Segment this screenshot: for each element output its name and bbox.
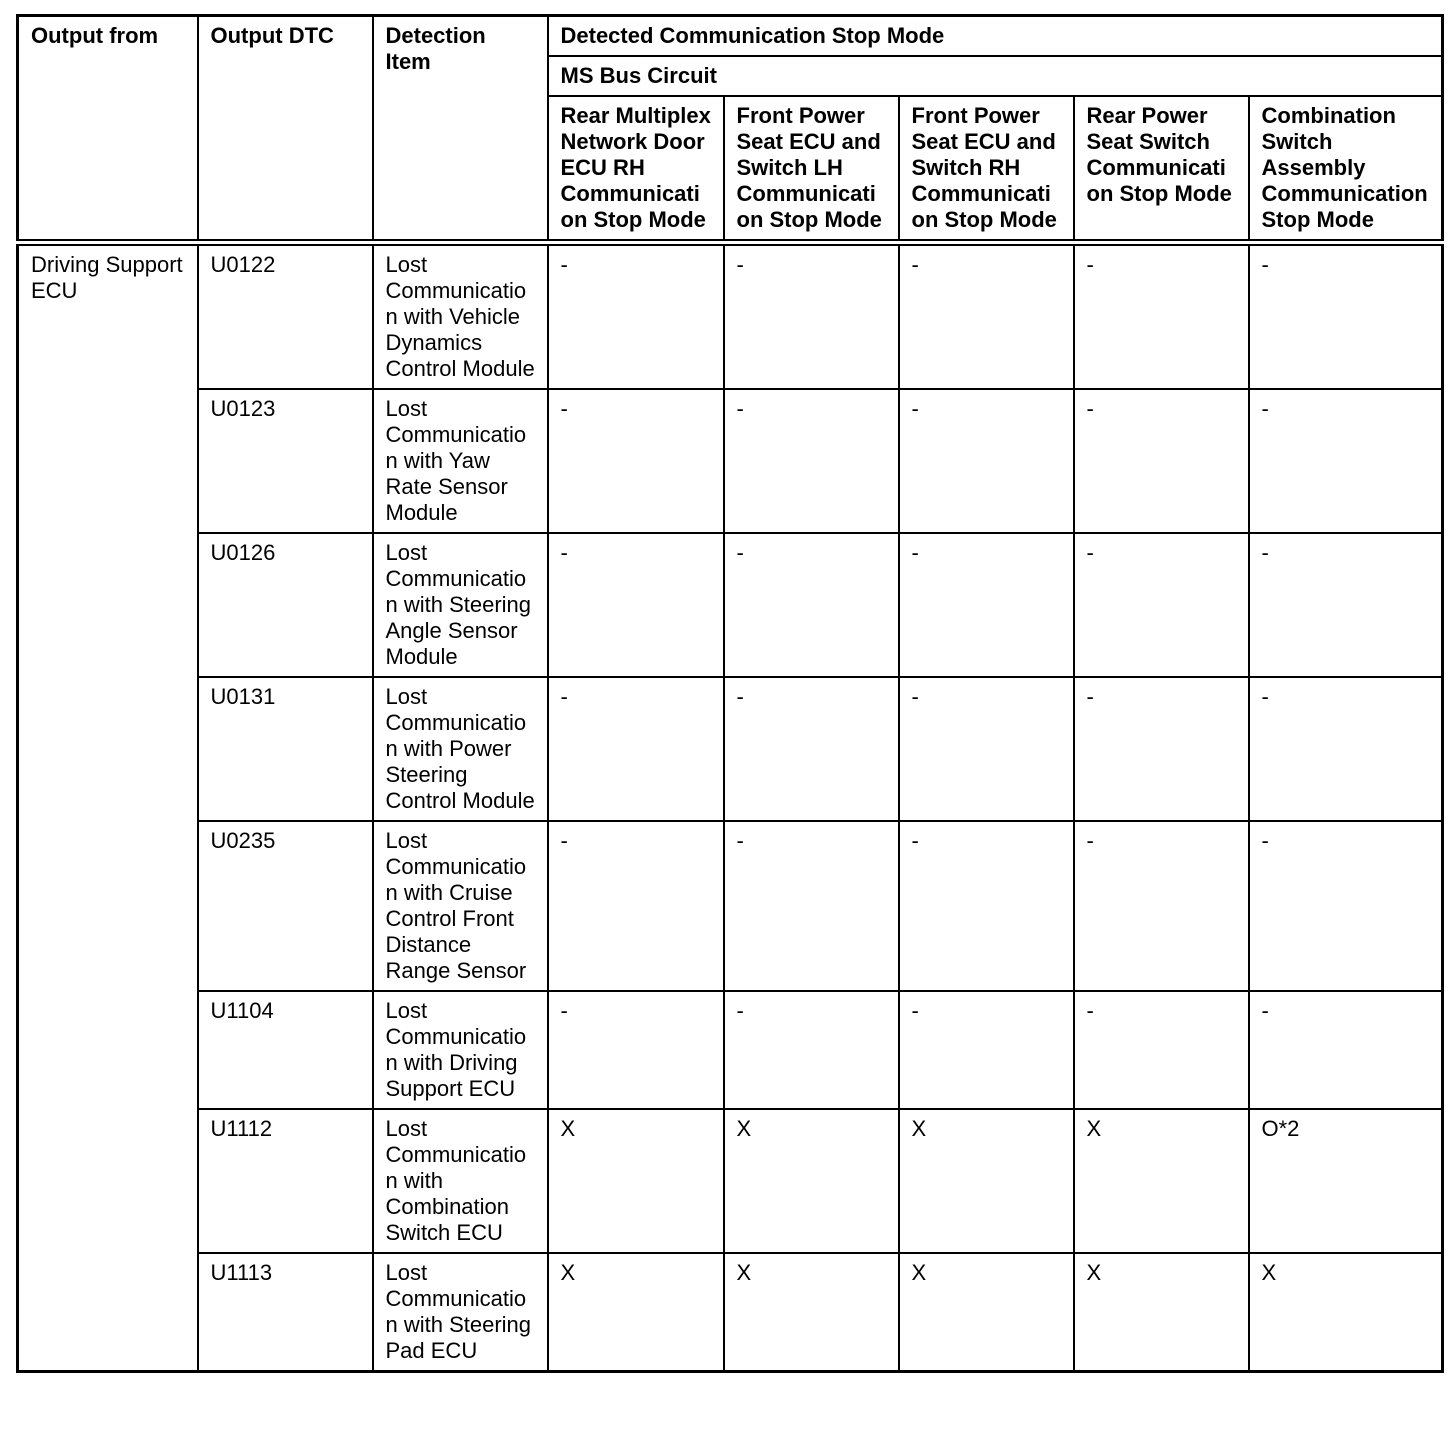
table-row: U0235 Lost Communication with Cruise Con…: [18, 820, 1444, 992]
stop-mode-value-cell: -: [546, 676, 725, 822]
stop-mode-value-cell: -: [1247, 239, 1444, 390]
detection-item-cell: Lost Communication with Steering Angle S…: [371, 532, 549, 678]
stop-mode-value-cell: X: [897, 1108, 1075, 1254]
detection-item-cell: Lost Communication with Combination Swit…: [371, 1108, 549, 1254]
table-row: U1104 Lost Communication with Driving Su…: [18, 990, 1444, 1110]
stop-mode-value-cell: -: [1072, 239, 1250, 390]
stop-mode-value-cell: X: [722, 1108, 900, 1254]
table-row: Driving Support ECU U0122 Lost Communica…: [16, 239, 1444, 1373]
stop-mode-value-cell: -: [546, 820, 725, 992]
stop-mode-value-cell: -: [1247, 820, 1444, 992]
dtc-cell: U0122: [196, 239, 374, 390]
column-header-front-power-seat-ecu-switch-lh: Front Power Seat ECU and Switch LH Commu…: [722, 95, 900, 244]
detection-item-cell: Lost Communication with Cruise Control F…: [371, 820, 549, 992]
stop-mode-value-cell: X: [546, 1252, 725, 1373]
stop-mode-value-cell: -: [722, 990, 900, 1110]
stop-mode-value-cell: -: [546, 239, 725, 390]
stop-mode-value-cell: -: [722, 532, 900, 678]
stop-mode-value-cell: -: [722, 239, 900, 390]
dtc-cell: U0235: [196, 820, 374, 992]
stop-mode-value-cell: X: [897, 1252, 1075, 1373]
detection-item-cell: Lost Communication with Steering Pad ECU: [371, 1252, 549, 1373]
stop-mode-value-cell: -: [546, 990, 725, 1110]
table-body: Driving Support ECU U0122 Lost Communica…: [16, 239, 1444, 1373]
dtc-cell: U1113: [196, 1252, 374, 1373]
dtc-cell: U0126: [196, 532, 374, 678]
stop-mode-value-cell: -: [1247, 990, 1444, 1110]
stop-mode-value-cell: X: [1072, 1108, 1250, 1254]
table-row: U0131 Lost Communication with Power Stee…: [18, 676, 1444, 822]
dtc-cell: U0123: [196, 388, 374, 534]
column-header-output-from: Output from: [16, 14, 199, 244]
column-header-output-dtc: Output DTC: [196, 14, 374, 244]
column-group-header-ms-bus-circuit: MS Bus Circuit: [546, 55, 1444, 97]
manual-page: Output from Output DTC Detection Item De…: [16, 14, 1445, 1373]
dtc-cell: U0131: [196, 676, 374, 822]
stop-mode-value-cell: -: [1072, 990, 1250, 1110]
stop-mode-value-cell: -: [1072, 820, 1250, 992]
stop-mode-value-cell: X: [722, 1252, 900, 1373]
header-row-3: Rear Multiplex Network Door ECU RH Commu…: [18, 95, 1444, 244]
table-row: U1113 Lost Communication with Steering P…: [18, 1252, 1444, 1373]
dtc-cell: U1112: [196, 1108, 374, 1254]
stop-mode-value-cell: -: [1247, 676, 1444, 822]
table-header: Output from Output DTC Detection Item De…: [16, 14, 1444, 244]
stop-mode-value-cell: -: [1072, 388, 1250, 534]
stop-mode-value-cell: -: [897, 532, 1075, 678]
column-header-combination-switch-assembly: Combination Switch Assembly Communicatio…: [1247, 95, 1444, 244]
table-row: U0126 Lost Communication with Steering A…: [18, 532, 1444, 678]
output-from-cell: Driving Support ECU: [16, 239, 199, 1373]
column-header-front-power-seat-ecu-switch-rh: Front Power Seat ECU and Switch RH Commu…: [897, 95, 1075, 244]
stop-mode-value-cell: -: [897, 676, 1075, 822]
detection-item-cell: Lost Communication with Driving Support …: [371, 990, 549, 1110]
stop-mode-value-cell: X: [546, 1108, 725, 1254]
stop-mode-value-cell: -: [1072, 676, 1250, 822]
stop-mode-value-cell: -: [722, 676, 900, 822]
table-row: U1112 Lost Communication with Combinatio…: [18, 1108, 1444, 1254]
stop-mode-value-cell: X: [1247, 1252, 1444, 1373]
stop-mode-value-cell: -: [897, 990, 1075, 1110]
stop-mode-value-cell: -: [1072, 532, 1250, 678]
stop-mode-value-cell: X: [1072, 1252, 1250, 1373]
column-header-detection-item: Detection Item: [371, 14, 549, 244]
stop-mode-value-cell: -: [897, 239, 1075, 390]
stop-mode-value-cell: -: [897, 820, 1075, 992]
stop-mode-value-cell: -: [1247, 532, 1444, 678]
stop-mode-value-cell: -: [897, 388, 1075, 534]
dtc-communication-stop-mode-table: Output from Output DTC Detection Item De…: [16, 14, 1445, 1373]
stop-mode-value-cell: O*2: [1247, 1108, 1444, 1254]
header-row-1: Output from Output DTC Detection Item De…: [16, 14, 1444, 244]
header-row-2: MS Bus Circuit: [18, 55, 1444, 97]
column-group-header-detected-communication-stop-mode: Detected Communication Stop Mode: [546, 14, 1444, 57]
column-header-rear-power-seat-switch: Rear Power Seat Switch Communication Sto…: [1072, 95, 1250, 244]
column-header-rear-multiplex-network-door-ecu-rh: Rear Multiplex Network Door ECU RH Commu…: [546, 95, 725, 244]
dtc-cell: U1104: [196, 990, 374, 1110]
stop-mode-value-cell: -: [546, 532, 725, 678]
stop-mode-value-cell: -: [722, 388, 900, 534]
table-row: U0123 Lost Communication with Yaw Rate S…: [18, 388, 1444, 534]
detection-item-cell: Lost Communication with Power Steering C…: [371, 676, 549, 822]
stop-mode-value-cell: -: [1247, 388, 1444, 534]
stop-mode-value-cell: -: [722, 820, 900, 992]
stop-mode-value-cell: -: [546, 388, 725, 534]
detection-item-cell: Lost Communication with Vehicle Dynamics…: [371, 239, 549, 390]
detection-item-cell: Lost Communication with Yaw Rate Sensor …: [371, 388, 549, 534]
